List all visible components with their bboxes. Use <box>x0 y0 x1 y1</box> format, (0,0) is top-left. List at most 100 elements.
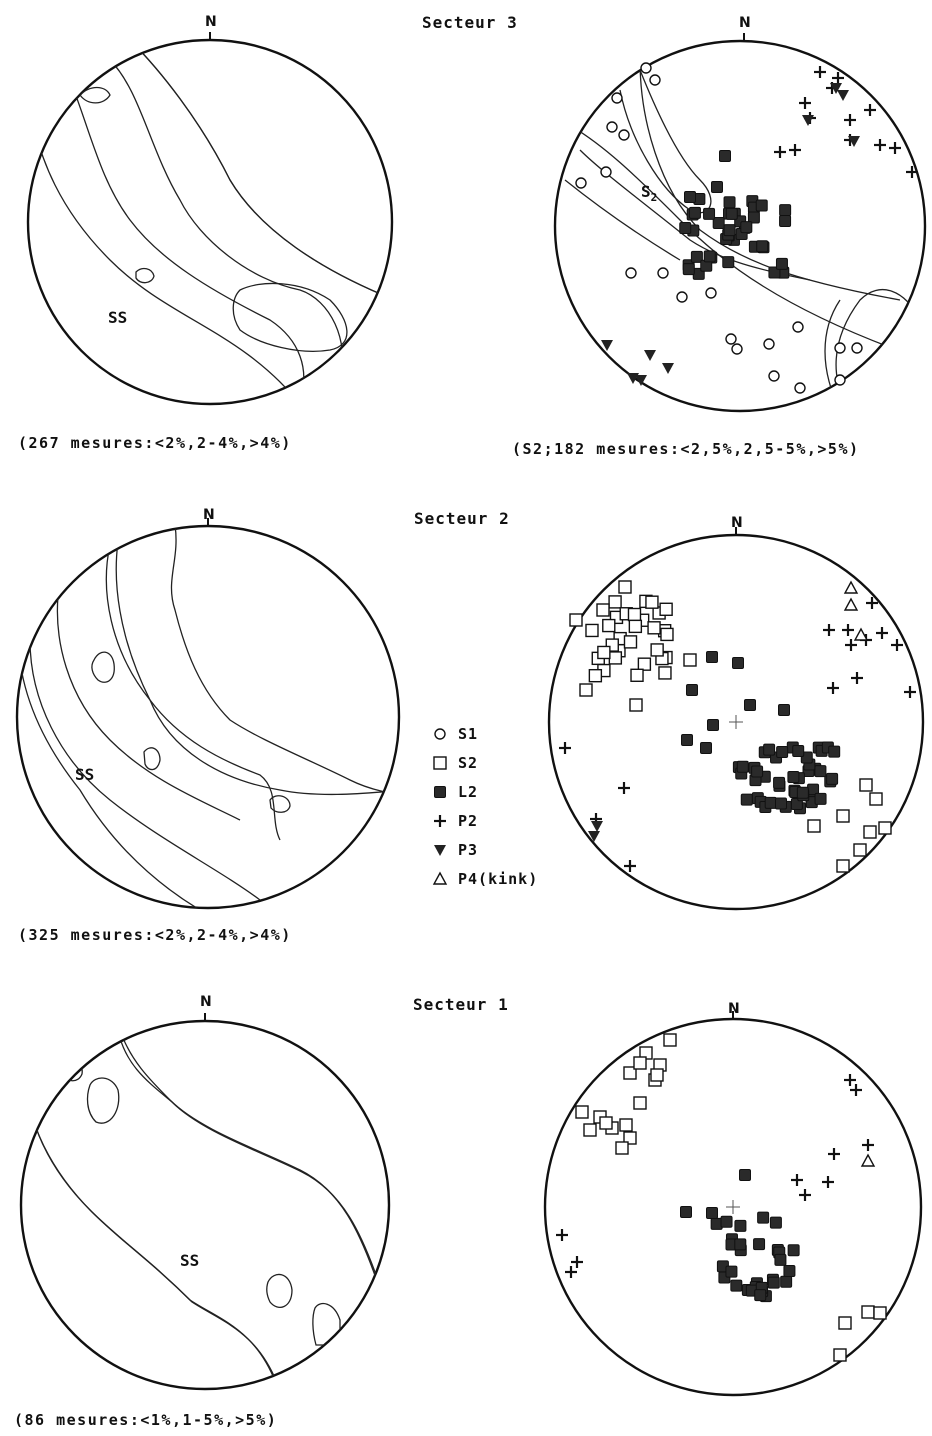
filled-square-mark <box>703 207 716 220</box>
legend-label: L2 <box>458 783 478 801</box>
filled-square-mark <box>706 1207 718 1219</box>
filled-square-mark <box>723 224 736 237</box>
filled-square-mark <box>773 776 786 789</box>
filled-square-mark <box>757 1211 770 1224</box>
sector-1-points-net: N <box>543 1001 923 1397</box>
plus-mark <box>774 146 786 158</box>
plus-mark <box>904 686 916 698</box>
triangle-mark <box>843 597 859 611</box>
filled-square-mark <box>681 734 693 746</box>
filled-square-mark <box>725 1265 738 1278</box>
filled-square-mark <box>710 1217 723 1230</box>
plus-mark <box>832 72 844 84</box>
filled-triangle-down-mark <box>601 340 613 351</box>
plus-mark <box>876 627 888 639</box>
sector-2-group: Secteur 2 N SS (325 mesures:<2%,2-4%,>4%… <box>15 507 925 944</box>
sector-3-group: Secteur 3 N SS (267 mesures:<2%,2-4%,>4%… <box>18 13 927 458</box>
circle-mark <box>794 382 806 394</box>
square-mark <box>861 1305 875 1319</box>
sector-3-point-marks <box>575 62 918 394</box>
filled-square-mark <box>828 745 841 758</box>
north-label: N <box>205 14 217 30</box>
plus-mark <box>845 639 857 651</box>
circle-mark <box>851 342 863 354</box>
north-label: N <box>200 994 212 1010</box>
filled-square-mark <box>739 1169 751 1181</box>
sector-1-contour-caption: (86 mesures:<1%,1-5%,>5%) <box>14 1411 277 1429</box>
contour-dense-1 <box>232 282 348 352</box>
filled-square-mark <box>684 191 696 203</box>
circle-mark <box>731 343 743 355</box>
circle-mark <box>768 370 780 382</box>
legend-label: P2 <box>458 812 478 830</box>
filled-square-mark <box>764 796 777 809</box>
sector-1-title: Secteur 1 <box>413 995 509 1014</box>
square-mark <box>838 1316 852 1330</box>
filled-square-mark <box>763 743 776 756</box>
sector-3-contour-caption: (267 mesures:<2%,2-4%,>4%) <box>18 434 292 452</box>
plus-mark <box>789 144 801 156</box>
square-mark <box>623 635 638 649</box>
filled-square-mark <box>706 651 718 663</box>
square-mark <box>608 595 622 609</box>
circle-mark <box>834 342 846 354</box>
square-mark <box>615 1141 629 1155</box>
filled-square-mark <box>725 207 738 220</box>
filled-square-mark <box>719 150 731 162</box>
filled-square-mark <box>775 257 788 270</box>
filled-square-mark <box>722 256 735 269</box>
filled-square-mark <box>740 793 753 806</box>
plus-mark <box>864 104 876 116</box>
square-mark <box>575 1105 589 1119</box>
north-label: N <box>739 15 751 31</box>
plus-mark <box>814 66 826 78</box>
square-mark <box>633 1056 647 1070</box>
sector-3-title: Secteur 3 <box>422 13 518 32</box>
legend-label: S2 <box>458 754 478 772</box>
square-mark <box>608 651 623 665</box>
plus-mark <box>799 97 811 109</box>
sector-2-contour-net: N SS <box>15 507 401 910</box>
filled-square-mark <box>686 684 698 696</box>
legend: S1 S2 L2 P2 P3 P4(kink) <box>432 725 537 888</box>
triangle-mark <box>853 627 869 641</box>
filled-square-mark <box>751 765 764 778</box>
filled-square-mark <box>778 704 790 716</box>
circle-mark <box>600 166 612 178</box>
plus-mark <box>559 742 571 754</box>
plus-mark <box>889 142 901 154</box>
square-mark <box>663 1033 677 1047</box>
triangle-mark <box>843 580 859 594</box>
plus-mark <box>571 1256 583 1268</box>
filled-square-mark <box>755 199 768 212</box>
plus-mark <box>850 1084 862 1096</box>
square-mark <box>618 580 632 594</box>
sector-3-points-net: N S2 <box>553 15 927 413</box>
sector-1-point-marks <box>556 1033 887 1362</box>
square-mark <box>579 683 593 697</box>
circle-mark <box>606 121 618 133</box>
filled-triangle-down-mark <box>830 83 842 94</box>
sector-2-point-marks <box>559 580 916 873</box>
square-mark <box>878 821 892 835</box>
filled-square-mark <box>720 1215 733 1228</box>
circle-mark <box>725 333 737 345</box>
circle-mark <box>657 267 669 279</box>
filled-triangle-down-mark <box>434 845 446 856</box>
square-mark <box>619 1118 633 1132</box>
filled-square-mark <box>753 1238 766 1251</box>
filled-square-mark <box>769 1216 782 1229</box>
square-mark <box>602 618 616 633</box>
filled-triangle-down-mark <box>802 115 814 126</box>
triangle-mark <box>432 871 448 885</box>
plus-mark <box>799 1189 811 1201</box>
triangle-mark <box>860 1153 876 1167</box>
plus-mark <box>874 139 886 151</box>
filled-square-mark <box>780 1275 793 1288</box>
square-mark <box>660 627 674 642</box>
square-mark <box>599 1116 613 1130</box>
contour-outer <box>17 528 399 908</box>
square-mark <box>659 602 673 616</box>
filled-square-mark <box>826 772 839 785</box>
square-mark <box>629 698 643 712</box>
